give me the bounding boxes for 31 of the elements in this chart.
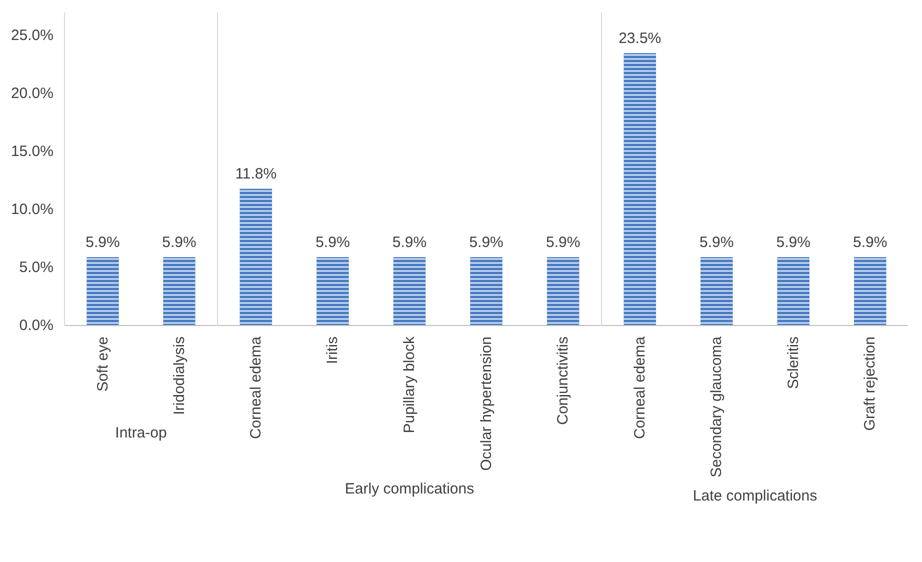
data-label: 5.9% — [546, 234, 580, 252]
data-label: 5.9% — [316, 234, 350, 252]
data-label: 5.9% — [700, 234, 734, 252]
x-tick-label: Secondary glaucoma — [708, 336, 726, 478]
data-label: 5.9% — [469, 234, 504, 252]
data-label: 5.9% — [776, 234, 810, 252]
x-tick-label: Soft eye — [94, 336, 112, 392]
x-axis-title: Intra-op — [115, 424, 167, 442]
x-tick-label: Corneal edema — [631, 336, 648, 440]
x-tick-label: Iridodialysis — [170, 336, 188, 415]
x-tick-label: Conjunctivitis — [554, 336, 572, 425]
x-tick-label: Graft rejection — [862, 336, 879, 431]
data-label: 5.9% — [853, 234, 888, 252]
y-tick-label: 25.0% — [10, 27, 54, 44]
data-label: 5.9% — [392, 234, 427, 252]
data-label: 23.5% — [618, 30, 662, 48]
data-label: 11.8% — [235, 166, 277, 183]
x-tick-label: Iritis — [324, 336, 342, 364]
data-label: 5.9% — [86, 234, 120, 252]
x-axis-title: Late complications — [692, 488, 818, 504]
data-label: 5.9% — [162, 234, 196, 252]
y-tick-label: 20.0% — [10, 85, 54, 102]
y-tick-label: 0.0% — [19, 317, 54, 334]
x-tick-label: Scleritis — [784, 336, 802, 390]
x-tick-label: Corneal edema — [247, 336, 264, 440]
y-tick-label: 5.0% — [19, 259, 54, 276]
y-tick-label: 15.0% — [10, 143, 54, 160]
x-tick-label: Pupillary block — [401, 336, 418, 434]
x-axis-title: Early complications — [344, 480, 474, 498]
x-tick-label: Ocular hypertension — [478, 336, 495, 471]
y-tick-label: 10.0% — [10, 201, 54, 218]
